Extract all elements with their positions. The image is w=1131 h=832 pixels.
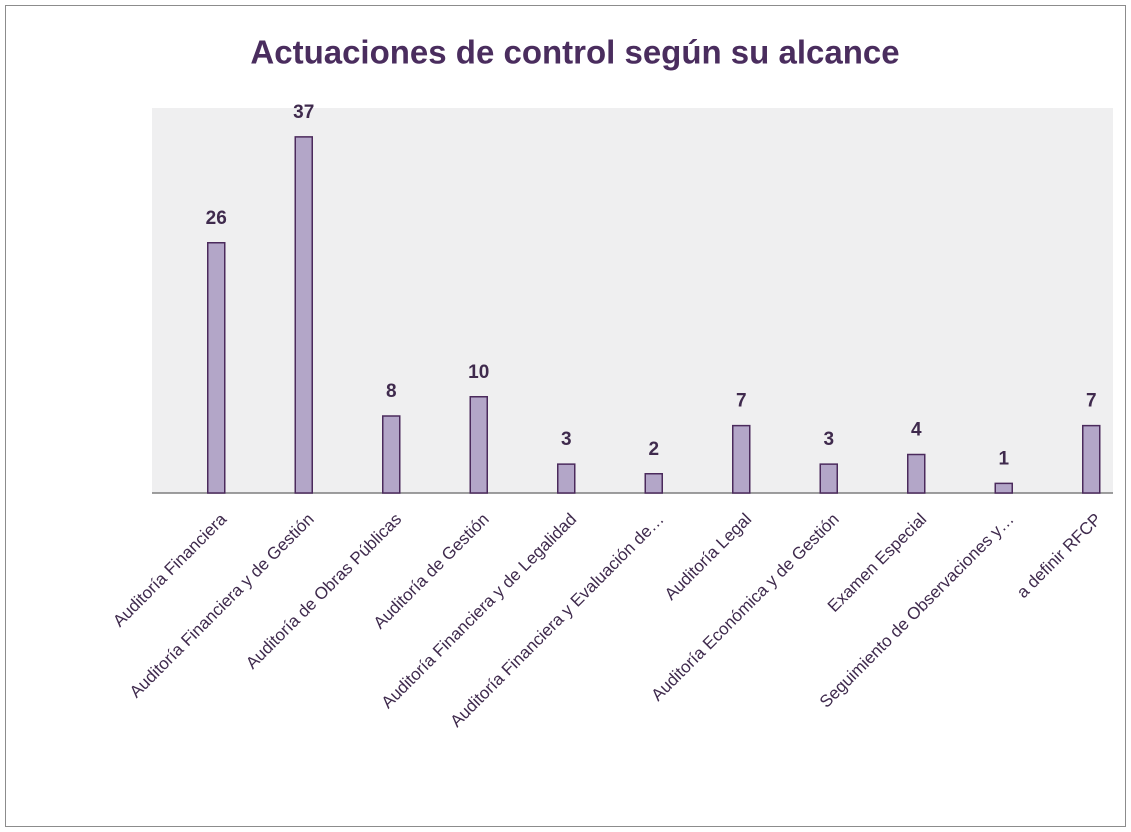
data-label: 2: [648, 439, 659, 460]
data-label: 3: [823, 429, 834, 450]
bar: [644, 473, 663, 494]
bar: [994, 482, 1013, 494]
data-label: 7: [736, 391, 747, 412]
bar: [1082, 424, 1101, 494]
data-label: 37: [293, 102, 314, 123]
bar: [382, 415, 401, 494]
data-label: 3: [561, 429, 572, 450]
bar: [207, 242, 226, 494]
bar: [469, 396, 488, 494]
data-label: 26: [206, 208, 227, 229]
data-label: 1: [998, 448, 1009, 469]
bar: [732, 424, 751, 494]
bar: [907, 453, 926, 494]
data-label: 8: [386, 381, 397, 402]
bar: [819, 463, 838, 494]
data-label: 4: [911, 420, 922, 441]
data-label: 10: [468, 362, 489, 383]
bar: [294, 136, 313, 494]
data-label: 7: [1086, 391, 1097, 412]
chart-title: Actuaciones de control según su alcance: [250, 34, 899, 71]
bar: [557, 463, 576, 494]
